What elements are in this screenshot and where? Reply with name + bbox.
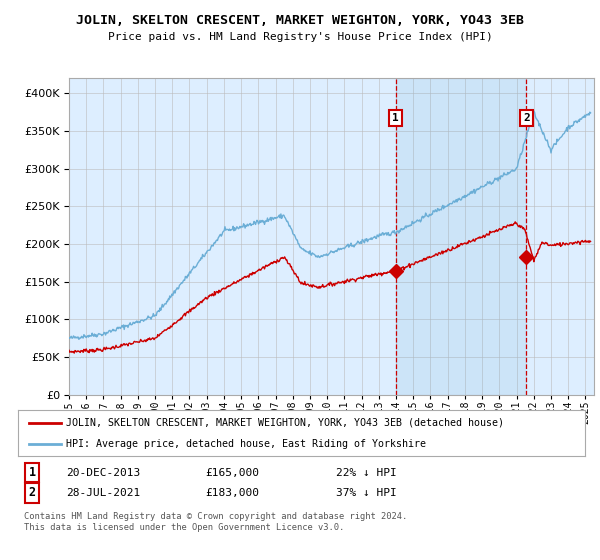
Text: 1: 1	[29, 466, 36, 479]
Text: £183,000: £183,000	[205, 488, 259, 498]
Text: 28-JUL-2021: 28-JUL-2021	[66, 488, 140, 498]
Text: £165,000: £165,000	[205, 468, 259, 478]
Text: 22% ↓ HPI: 22% ↓ HPI	[335, 468, 396, 478]
Text: 2: 2	[29, 487, 36, 500]
Text: 37% ↓ HPI: 37% ↓ HPI	[335, 488, 396, 498]
Text: HPI: Average price, detached house, East Riding of Yorkshire: HPI: Average price, detached house, East…	[66, 439, 426, 449]
Text: 1: 1	[392, 113, 399, 123]
Text: JOLIN, SKELTON CRESCENT, MARKET WEIGHTON, YORK, YO43 3EB: JOLIN, SKELTON CRESCENT, MARKET WEIGHTON…	[76, 14, 524, 27]
Text: 2: 2	[523, 113, 530, 123]
Text: 20-DEC-2013: 20-DEC-2013	[66, 468, 140, 478]
Text: Contains HM Land Registry data © Crown copyright and database right 2024.
This d: Contains HM Land Registry data © Crown c…	[23, 512, 407, 531]
Text: Price paid vs. HM Land Registry's House Price Index (HPI): Price paid vs. HM Land Registry's House …	[107, 32, 493, 42]
Bar	[395, 78, 526, 395]
Text: JOLIN, SKELTON CRESCENT, MARKET WEIGHTON, YORK, YO43 3EB (detached house): JOLIN, SKELTON CRESCENT, MARKET WEIGHTON…	[66, 418, 504, 428]
